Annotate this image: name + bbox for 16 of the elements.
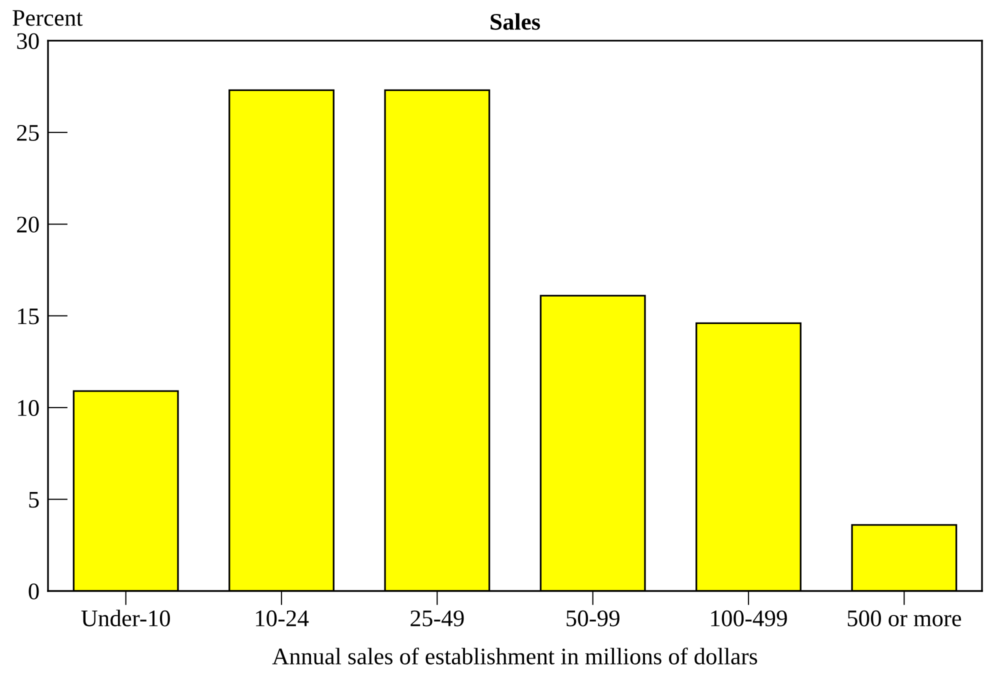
y-tick-label: 0 [28,583,39,600]
y-tick-label: 25 [17,124,39,141]
y-tick-label: 20 [17,216,39,233]
chart-title: Sales [490,13,540,30]
y-axis-title: Percent [12,10,83,26]
y-tick-label: 5 [29,492,39,508]
x-tick-label: Under-10 [81,610,170,626]
x-tick-label: 500 or more [848,610,962,626]
x-tick-label: 10-24 [256,610,309,626]
y-tick-label: 10 [18,400,39,416]
y-tick-label: 30 [17,33,39,50]
y-tick-label: 15 [18,308,39,324]
x-tick-label: 50-99 [566,610,620,626]
x-tick-label: 100-499 [711,610,787,626]
x-axis-title: Annual sales of establishment in millions of dollars [272,648,758,664]
x-tick-label: 25-49 [410,610,464,626]
